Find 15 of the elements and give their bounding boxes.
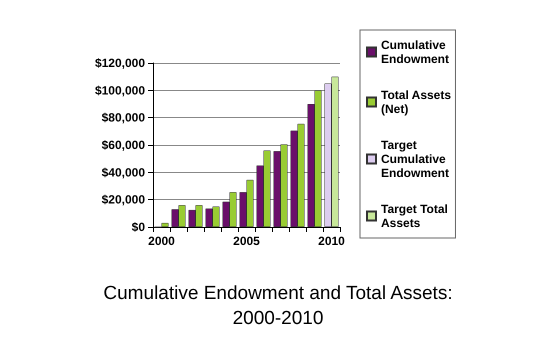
y-tick-label: $40,000 xyxy=(102,165,146,180)
y-tick-label: $80,000 xyxy=(102,110,146,125)
x-tick-label: 2005 xyxy=(233,234,260,248)
y-tick-label: $20,000 xyxy=(102,192,146,207)
legend-label: Cumulative Endowment xyxy=(381,38,449,66)
y-tick-label: $100,000 xyxy=(94,83,146,98)
text: Cumulative Endowment and Total Assets: 2000-2010 xyxy=(103,283,453,329)
x-tick-label: 2000 xyxy=(148,234,176,248)
legend-label: Target Total Assets xyxy=(381,202,448,230)
y-tick-label: $60,000 xyxy=(102,138,146,152)
legend-label: Total Assets (Net) xyxy=(381,88,452,116)
y-tick-label: $0 xyxy=(132,220,146,234)
legend-label: Target Cumulative Endowment xyxy=(381,138,449,180)
y-tick-label: $120,000 xyxy=(94,56,146,70)
x-tick-label: 2010 xyxy=(318,234,346,248)
